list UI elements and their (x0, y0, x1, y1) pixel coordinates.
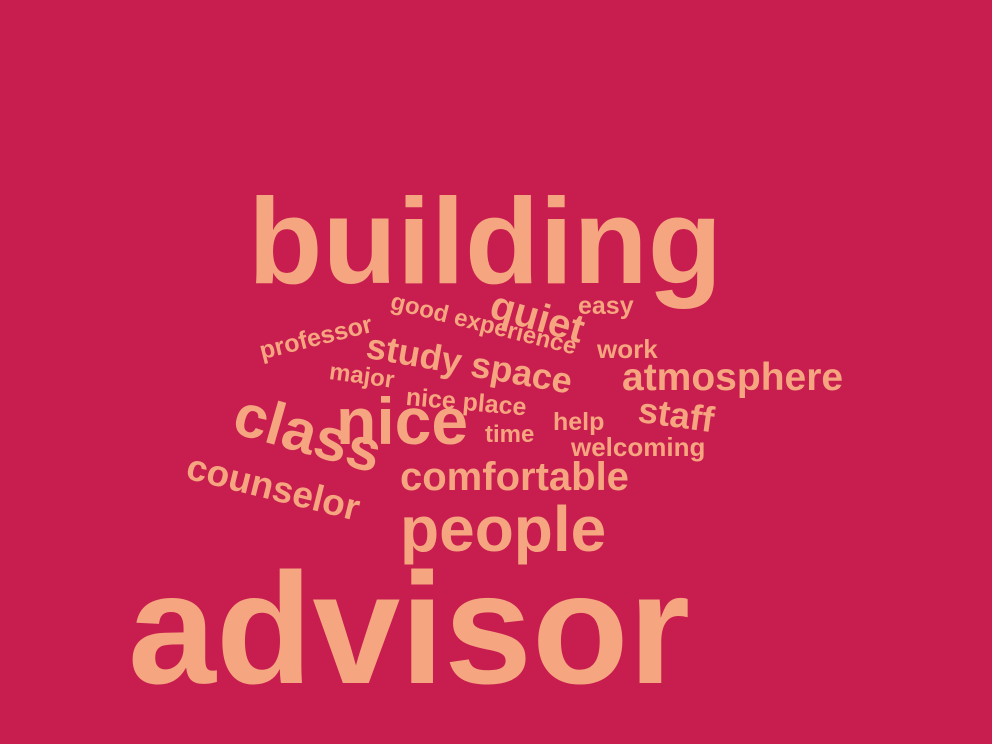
word-building: building (248, 173, 723, 309)
word-easy: easy (578, 292, 634, 320)
word-nice: nice (336, 384, 469, 458)
word-professor: professor (256, 310, 376, 366)
word-welcoming: welcoming (571, 432, 706, 462)
word-work: work (597, 334, 658, 364)
word-time: time (485, 421, 535, 448)
word-help: help (553, 408, 605, 436)
word-atmosphere: atmosphere (622, 356, 844, 399)
word-comfortable: comfortable (400, 455, 629, 499)
word-advisor: advisor (128, 541, 691, 717)
word-people: people (400, 493, 607, 565)
